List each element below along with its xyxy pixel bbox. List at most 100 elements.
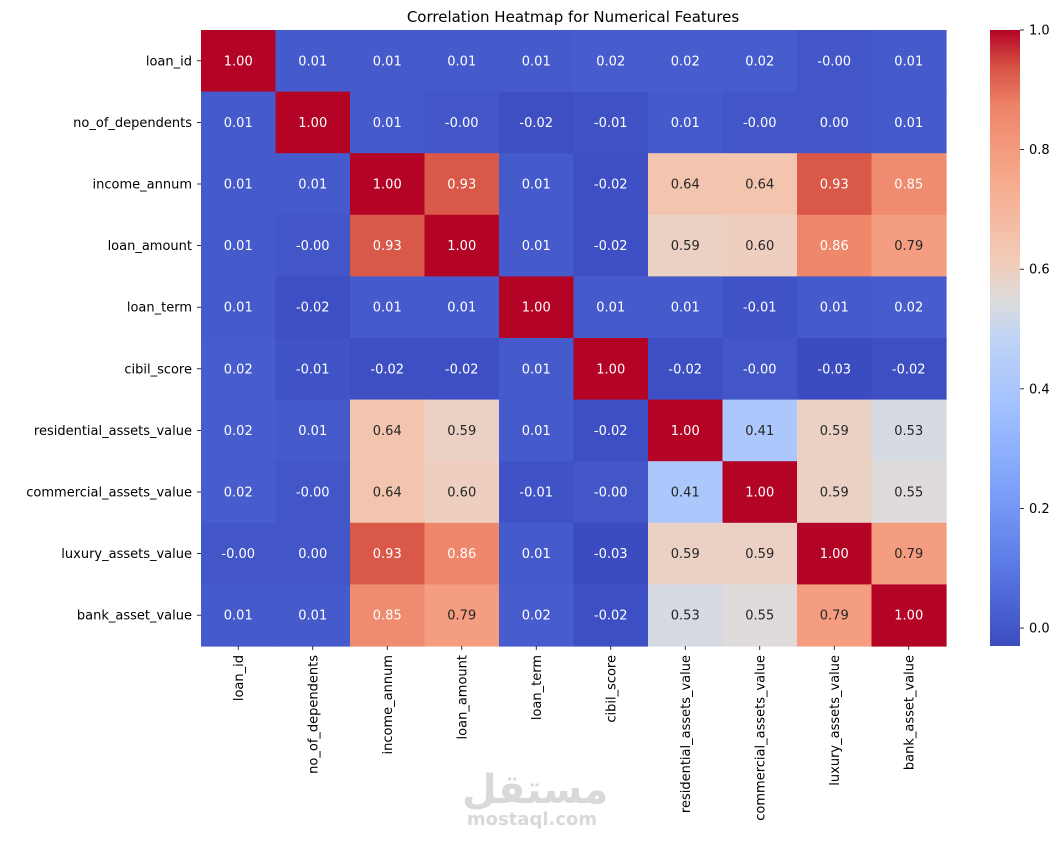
cell-value-label: 0.00 <box>298 547 327 562</box>
cell-value-label: 0.02 <box>894 301 923 316</box>
cell-value-label: -0.02 <box>594 239 628 254</box>
heatmap-cell <box>573 276 649 339</box>
heatmap-cell <box>871 338 947 401</box>
x-axis-ticks: loan_id no_of_dependents income_annum loan_… <box>232 646 917 821</box>
heatmap-cell <box>350 214 426 277</box>
cell-value-label: 0.01 <box>522 424 551 439</box>
cell-value-label: 0.01 <box>447 54 476 69</box>
heatmap-cell <box>499 91 575 154</box>
cell-value-label: 0.00 <box>820 116 849 131</box>
cell-value-label: -0.00 <box>221 547 255 562</box>
heatmap-cells: 1.00 0.01 0.01 0.01 0.01 0.02 0.02 0.02 -0.00 0.0… <box>201 30 947 647</box>
cell-value-label: 0.01 <box>596 301 625 316</box>
colorbar-tick-label: 0.6 <box>1029 263 1050 278</box>
colorbar-tick-label: 0.4 <box>1029 382 1050 397</box>
cell-value-label: 0.64 <box>745 178 774 193</box>
cell-value-label: -0.02 <box>892 362 926 377</box>
heatmap-cell <box>648 91 724 154</box>
cell-value-label: 0.01 <box>522 178 551 193</box>
cell-value-label: 0.01 <box>522 54 551 69</box>
heatmap-cell <box>648 153 724 216</box>
cell-value-label: 0.02 <box>522 609 551 624</box>
heatmap-cell <box>275 584 351 647</box>
cell-value-label: 1.00 <box>447 239 476 254</box>
cell-value-label: 0.02 <box>745 54 774 69</box>
heatmap-cell <box>424 153 500 216</box>
cell-value-label: 0.01 <box>894 54 923 69</box>
heatmap-cell <box>797 276 873 339</box>
heatmap-cell <box>275 522 351 585</box>
cell-value-label: 0.01 <box>522 239 551 254</box>
heatmap-cell <box>797 91 873 154</box>
heatmap-cell <box>499 584 575 647</box>
cell-value-label: -0.02 <box>668 362 702 377</box>
x-tick-label: commercial_assets_value <box>753 655 768 821</box>
heatmap-cell <box>275 461 351 524</box>
heatmap-cell <box>573 584 649 647</box>
cell-value-label: 0.01 <box>224 178 253 193</box>
cell-value-label: 0.01 <box>224 301 253 316</box>
heatmap-cell <box>797 214 873 277</box>
heatmap-cell <box>499 338 575 401</box>
heatmap-cell <box>573 338 649 401</box>
cell-value-label: 0.59 <box>671 239 700 254</box>
cell-value-label: 0.59 <box>745 547 774 562</box>
heatmap-cell <box>424 461 500 524</box>
heatmap-cell <box>722 338 798 401</box>
y-tick-label: residential_assets_value <box>34 424 192 439</box>
cell-value-label: -0.02 <box>594 424 628 439</box>
cell-value-label: 0.01 <box>373 301 402 316</box>
cell-value-label: 0.79 <box>894 239 923 254</box>
heatmap-cell <box>871 30 947 93</box>
cell-value-label: 0.01 <box>224 609 253 624</box>
heatmap-cell <box>871 153 947 216</box>
cell-value-label: 0.02 <box>224 424 253 439</box>
cell-value-label: -0.01 <box>296 362 330 377</box>
cell-value-label: 1.00 <box>298 116 327 131</box>
cell-value-label: 0.01 <box>894 116 923 131</box>
cell-value-label: 0.01 <box>298 424 327 439</box>
heatmap-cell <box>722 276 798 339</box>
cell-value-label: 1.00 <box>894 609 923 624</box>
heatmap-cell <box>201 461 277 524</box>
heatmap-cell <box>201 91 277 154</box>
heatmap-cell <box>350 522 426 585</box>
x-tick-label: loan_term <box>530 655 545 720</box>
cell-value-label: 0.93 <box>820 178 849 193</box>
heatmap-cell <box>573 522 649 585</box>
cell-value-label: -0.00 <box>594 486 628 501</box>
x-tick-label: luxury_assets_value <box>828 655 843 786</box>
cell-value-label: 0.85 <box>894 178 923 193</box>
cell-value-label: -0.00 <box>296 486 330 501</box>
heatmap-cell <box>424 584 500 647</box>
heatmap-cell <box>201 214 277 277</box>
cell-value-label: 0.01 <box>671 116 700 131</box>
cell-value-label: 0.02 <box>224 486 253 501</box>
cell-value-label: 0.02 <box>671 54 700 69</box>
heatmap-cell <box>722 214 798 277</box>
cell-value-label: 1.00 <box>820 547 849 562</box>
heatmap-cell <box>722 91 798 154</box>
heatmap-cell <box>648 276 724 339</box>
cell-value-label: 0.59 <box>671 547 700 562</box>
heatmap-cell <box>201 153 277 216</box>
heatmap-cell <box>275 338 351 401</box>
colorbar-tick-label: 0.0 <box>1029 622 1050 637</box>
cell-value-label: 1.00 <box>373 178 402 193</box>
cell-value-label: 0.64 <box>373 424 402 439</box>
heatmap-cell <box>871 399 947 462</box>
heatmap-cell <box>499 522 575 585</box>
cell-value-label: 0.60 <box>745 239 774 254</box>
heatmap-cell <box>797 461 873 524</box>
x-tick-label: loan_id <box>232 655 247 701</box>
cell-value-label: 0.41 <box>671 486 700 501</box>
heatmap-cell <box>573 91 649 154</box>
cell-value-label: 0.79 <box>447 609 476 624</box>
heatmap-cell <box>722 461 798 524</box>
colorbar: 0.0 0.2 0.4 0.6 0.8 1.0 <box>990 24 1050 646</box>
cell-value-label: 0.01 <box>820 301 849 316</box>
heatmap-cell <box>648 399 724 462</box>
heatmap-cell <box>648 30 724 93</box>
heatmap-cell <box>424 399 500 462</box>
heatmap-cell <box>275 153 351 216</box>
